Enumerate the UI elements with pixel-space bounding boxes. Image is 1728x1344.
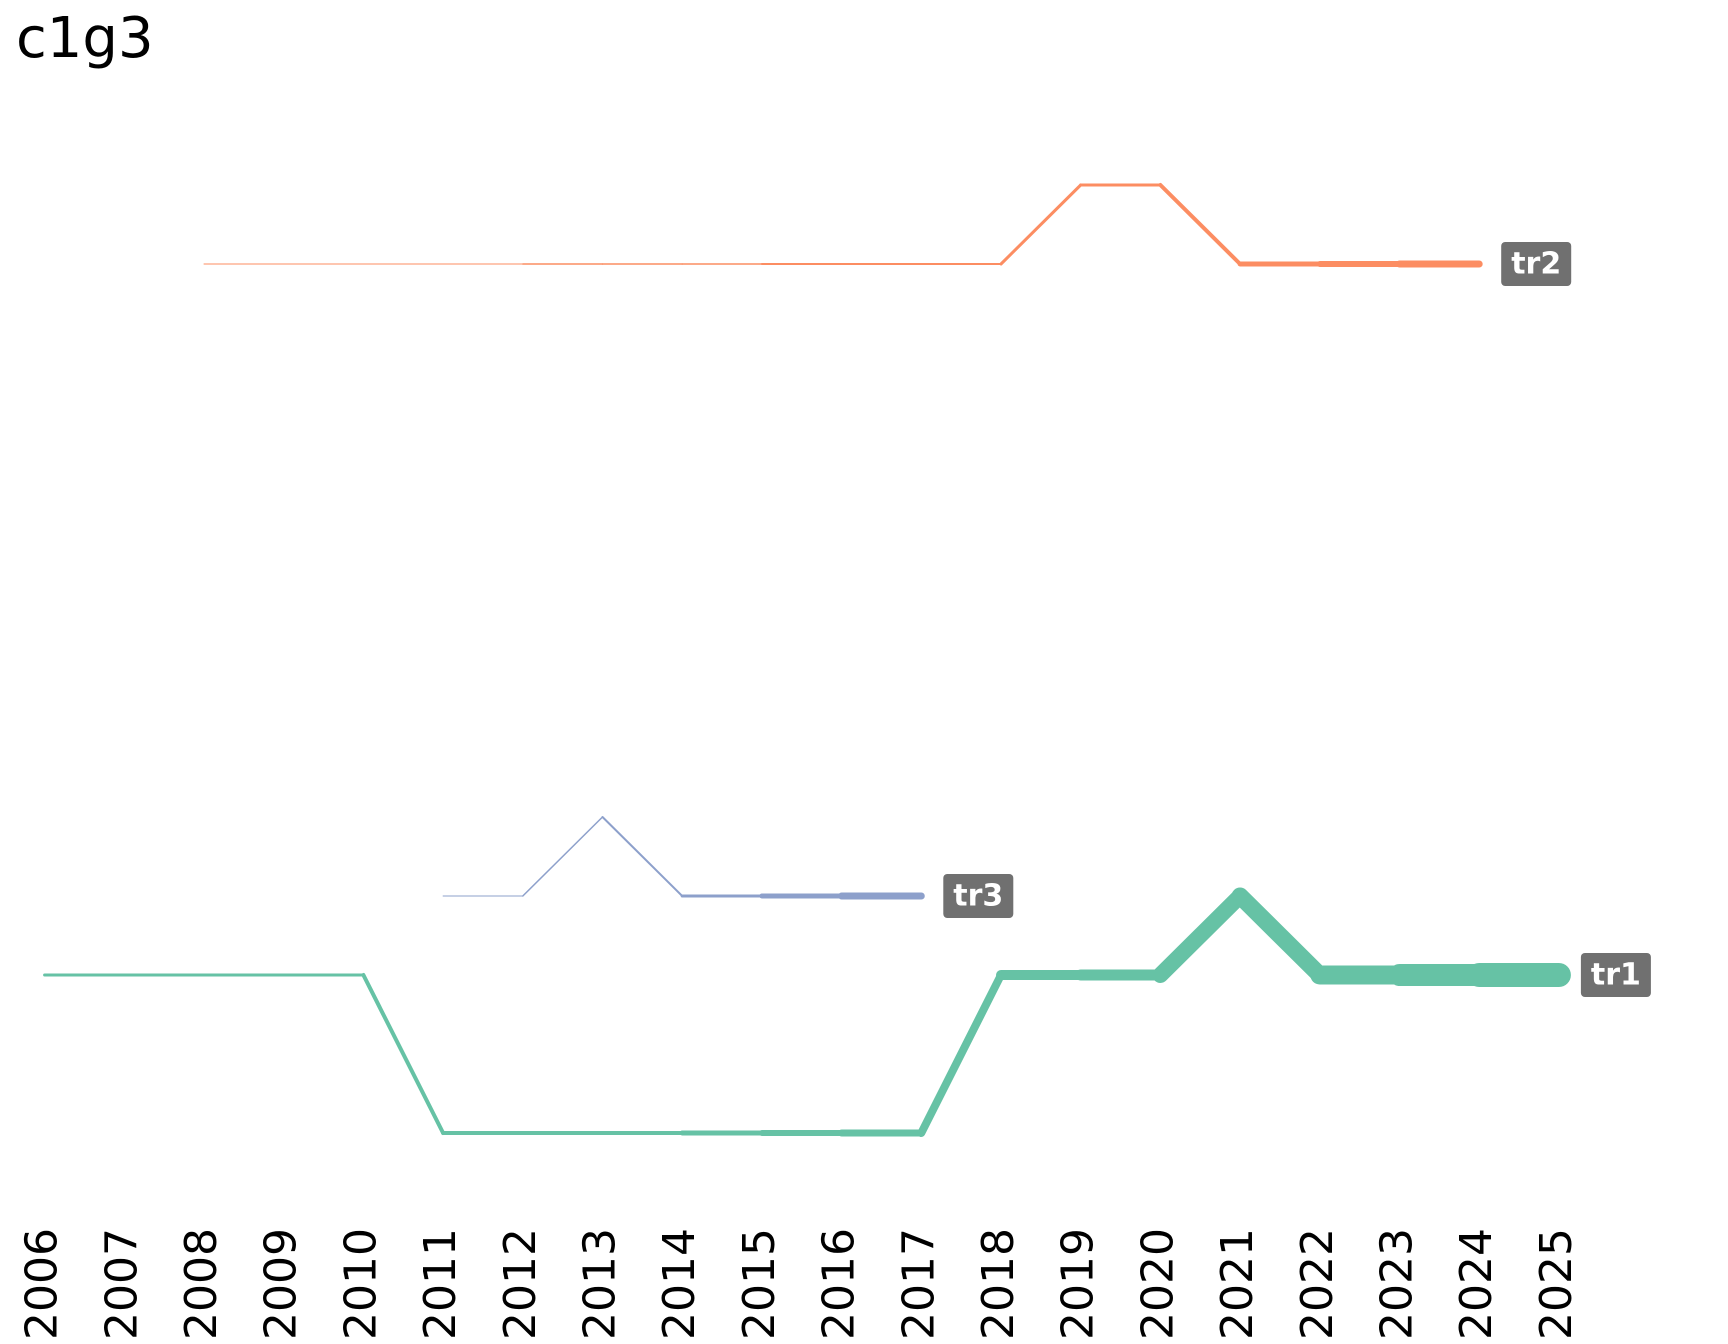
line-segment <box>522 816 604 897</box>
x-tick-label: 2015 <box>734 1228 785 1340</box>
line-segment <box>917 971 1005 1137</box>
line-segment <box>1158 183 1243 266</box>
series-label: tr3 <box>943 874 1014 918</box>
x-tick-label: 2008 <box>176 1228 227 1340</box>
x-tick-label: 2017 <box>893 1228 944 1340</box>
x-tick-label: 2021 <box>1212 1228 1263 1340</box>
x-tick-label: 2016 <box>814 1228 865 1340</box>
x-tick-label: 2006 <box>17 1228 68 1340</box>
series-label: tr1 <box>1580 953 1651 997</box>
x-tick-label: 2009 <box>256 1228 307 1340</box>
x-tick-label: 2020 <box>1132 1228 1183 1340</box>
line-segment <box>361 973 446 1135</box>
x-tick-label: 2013 <box>575 1228 626 1340</box>
label-box <box>943 874 1014 918</box>
x-tick-label: 2018 <box>973 1228 1024 1340</box>
legend-label: tr3 <box>953 879 1003 914</box>
line-segment <box>601 816 684 897</box>
legend-label: tr2 <box>1511 247 1561 282</box>
line-segment <box>1231 887 1329 984</box>
label-box <box>1501 242 1572 286</box>
line-segment <box>1152 888 1249 983</box>
x-tick-label: 2007 <box>96 1228 147 1340</box>
line-segment <box>999 183 1083 266</box>
x-tick-label: 2024 <box>1451 1228 1502 1340</box>
x-tick-label: 2011 <box>415 1228 466 1340</box>
x-tick-label: 2025 <box>1531 1228 1582 1340</box>
x-tick-label: 2010 <box>335 1228 386 1340</box>
chart-title: c1g3 <box>16 6 154 71</box>
x-tick-label: 2022 <box>1292 1228 1343 1340</box>
legend-label: tr1 <box>1591 958 1641 993</box>
x-tick-label: 2012 <box>495 1228 546 1340</box>
x-tick-label: 2014 <box>654 1228 705 1340</box>
x-tick-label: 2023 <box>1372 1228 1423 1340</box>
x-tick-label: 2019 <box>1053 1228 1104 1340</box>
label-box <box>1580 953 1651 997</box>
series-label: tr2 <box>1501 242 1572 286</box>
